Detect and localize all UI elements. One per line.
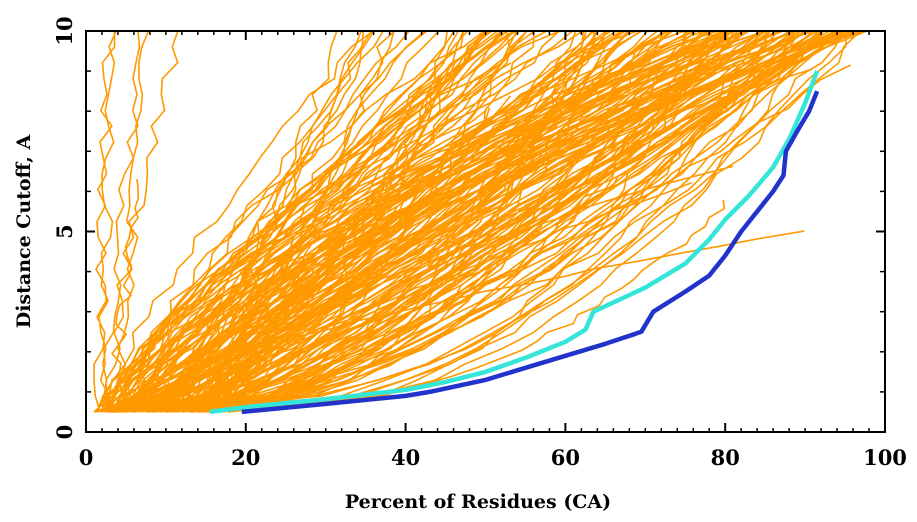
background-curve — [231, 30, 731, 413]
background-curve — [203, 30, 626, 413]
background-curve — [204, 30, 585, 413]
x-tick-label: 40 — [391, 445, 420, 470]
x-tick-label: 60 — [551, 445, 580, 470]
background-curve — [113, 30, 150, 413]
highlight-curve-2 — [241, 90, 820, 415]
background-curve — [107, 30, 844, 413]
background-curve — [133, 30, 771, 413]
axis-tick-labels: 0 20 40 60 80 100 0 5 10 — [52, 16, 907, 470]
background-curve — [110, 30, 574, 413]
background-curve — [129, 30, 428, 413]
background-curve — [123, 183, 468, 413]
background-curve — [96, 30, 117, 413]
background-curve — [105, 30, 179, 412]
y-tick-label: 10 — [52, 16, 77, 45]
highlight-curve-1 — [209, 70, 820, 415]
background-curve — [170, 30, 743, 413]
background-curve — [151, 95, 512, 413]
background-curve — [194, 30, 696, 413]
background-curves — [93, 30, 867, 413]
background-curve — [220, 30, 768, 413]
background-curve — [210, 30, 426, 413]
background-curve — [99, 30, 141, 412]
background-curve — [110, 30, 848, 413]
background-curve — [103, 30, 503, 413]
x-tick-label: 0 — [79, 445, 94, 470]
background-curve — [207, 30, 819, 413]
background-curve — [121, 30, 864, 412]
background-curve — [198, 30, 520, 413]
background-curve — [220, 33, 526, 413]
axis-ticks — [85, 30, 886, 433]
background-curve — [182, 30, 630, 413]
background-curve — [151, 30, 528, 413]
background-curve — [191, 30, 771, 413]
x-tick-label: 80 — [711, 445, 740, 470]
background-curve — [120, 30, 488, 413]
background-curve — [168, 30, 612, 413]
background-curve — [148, 30, 821, 413]
background-curve — [100, 179, 140, 413]
background-curve — [139, 30, 765, 413]
background-curve — [102, 30, 374, 412]
x-axis-title: Percent of Residues (CA) — [345, 491, 611, 513]
background-curve — [131, 30, 560, 413]
background-curve — [149, 30, 440, 413]
highlighted-curves — [209, 70, 820, 415]
background-curve — [211, 30, 502, 412]
background-curve — [209, 30, 668, 413]
x-tick-label: 20 — [231, 445, 260, 470]
y-tick-label: 5 — [52, 224, 77, 239]
background-curve — [156, 30, 365, 413]
y-axis-title: Distance Cutoff, A — [13, 134, 35, 328]
background-curve — [97, 30, 859, 413]
background-curve — [144, 30, 719, 413]
x-tick-label: 100 — [863, 445, 907, 470]
background-curve — [95, 30, 847, 413]
background-curve — [230, 30, 704, 413]
background-curve — [229, 30, 831, 412]
y-tick-label: 0 — [52, 425, 77, 440]
background-curve — [189, 199, 726, 413]
background-curve — [149, 30, 784, 413]
background-curve — [213, 30, 548, 413]
background-curve — [111, 30, 838, 413]
background-curve — [229, 30, 817, 413]
background-curve — [220, 30, 843, 413]
background-curve — [111, 30, 824, 413]
background-curve — [191, 30, 712, 413]
background-curve — [121, 30, 638, 413]
